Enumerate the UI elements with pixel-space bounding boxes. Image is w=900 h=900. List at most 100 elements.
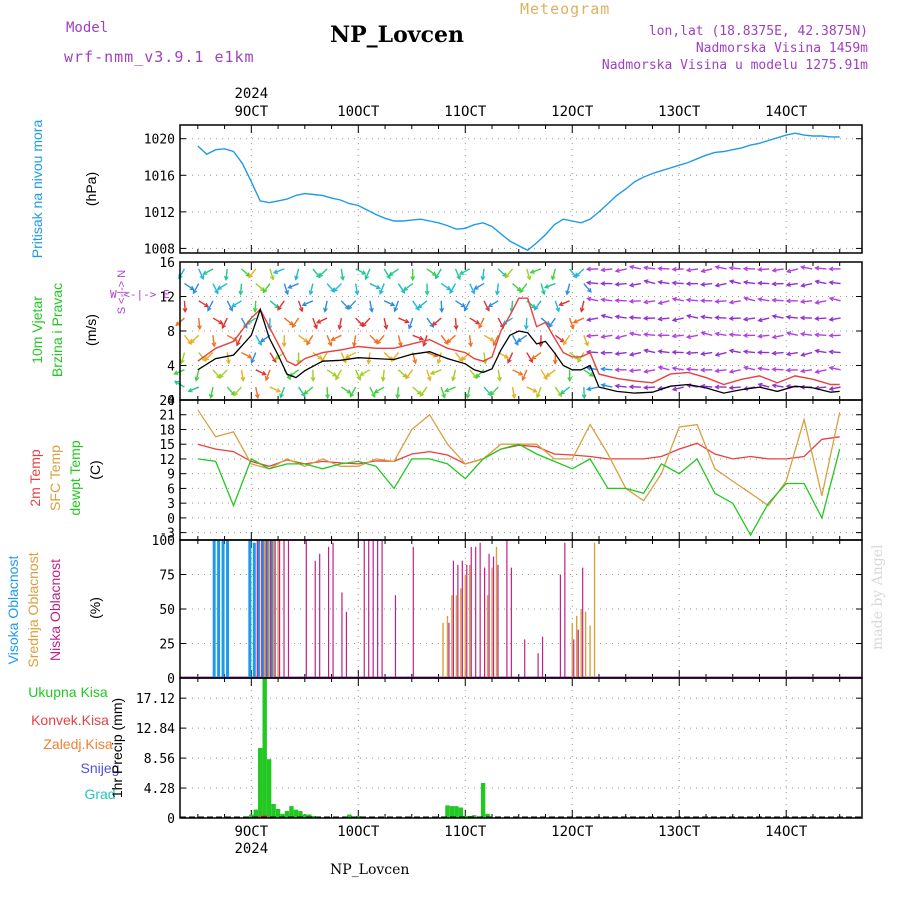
wind-arrow	[369, 282, 381, 289]
wind-arrow-head	[643, 265, 649, 271]
wind-arrow-head	[248, 273, 253, 279]
wind-arrow-head	[503, 354, 510, 359]
y-tick-label: 1016	[144, 169, 175, 184]
wind-arrow-head	[614, 281, 620, 287]
wind-arrow-head	[208, 393, 214, 400]
wind-arrow	[566, 283, 571, 295]
wind-arrow-head	[567, 376, 573, 383]
wind-arrow	[815, 280, 827, 285]
total-precip-bar	[262, 677, 267, 818]
wind-arrow-head	[771, 281, 777, 287]
wind-arrow-head	[361, 322, 367, 328]
wind-arrow	[629, 316, 641, 319]
wind-arrow	[454, 268, 461, 280]
wind-arrow-head	[757, 366, 763, 372]
wind-arrow-head	[383, 324, 389, 331]
wind-arrow-head	[225, 359, 231, 365]
wind-arrow-head	[404, 318, 410, 324]
wind-arrow	[340, 300, 350, 310]
wind-arrow-head	[714, 384, 720, 390]
wind-arrow-head	[671, 366, 677, 372]
wind-arrow	[629, 282, 642, 287]
wind-arrow-head	[347, 304, 353, 310]
wind-arrow	[629, 332, 642, 337]
total-precip-bar	[289, 806, 294, 818]
wind-arrow-head	[555, 307, 561, 313]
total-precip-bar	[249, 814, 254, 818]
wind-arrow	[318, 268, 328, 278]
lonlat-text: lon,lat (18.8375E, 42.3875N)	[648, 24, 868, 39]
wind-arrow	[534, 300, 542, 311]
wind-arrow	[248, 268, 257, 278]
wind-arrow	[417, 300, 428, 309]
wind-arrow	[376, 334, 385, 345]
wind-arrow-head	[306, 340, 311, 346]
wind-arrow-head	[671, 280, 677, 286]
wind-arrow-head	[799, 315, 805, 321]
pressure-line	[197, 132, 840, 252]
wind-arrow-head	[699, 298, 706, 304]
wind-arrow	[744, 297, 756, 302]
wind-arrow-head	[714, 264, 720, 270]
x-tick-label-top: 13OCT	[658, 104, 701, 120]
wind-arrow	[701, 282, 713, 286]
wind-arrow	[758, 334, 770, 338]
wind-arrow	[829, 366, 841, 371]
wind-arrow	[396, 387, 400, 399]
wind-arrow	[715, 369, 727, 372]
wind-arrow-head	[361, 270, 367, 275]
wind-arrow	[615, 385, 627, 388]
total-precip-bar	[253, 809, 258, 818]
wind-arrow	[225, 268, 228, 280]
wind-arrow-head	[757, 267, 763, 272]
panel-border-1	[179, 124, 863, 254]
wind-arrow-head	[393, 307, 399, 313]
wind-arrow-head	[785, 282, 791, 288]
wind-arrow	[383, 317, 388, 329]
wind-arrow-head	[585, 266, 591, 272]
wind-arrow-head	[828, 349, 834, 355]
wind-arrow	[269, 300, 279, 309]
wind-arrow	[312, 268, 321, 278]
wind-arrow	[601, 384, 613, 388]
wind-arrow-head	[814, 299, 820, 305]
wind-arrow	[715, 282, 727, 287]
wind-unit: (m/s)	[83, 314, 99, 346]
wind-arrow	[333, 283, 342, 292]
wind-arrow-head	[657, 316, 663, 322]
wind-arrow-head	[511, 393, 517, 400]
wind-arrow	[469, 317, 480, 325]
wind-arrow-head	[402, 286, 408, 292]
wind-arrow	[326, 283, 335, 293]
wind-arrow-head	[197, 325, 202, 331]
wind-arrow-head	[492, 341, 498, 347]
wind-arrow-head	[714, 368, 720, 374]
wind-arrow	[255, 386, 259, 398]
x-tick-label-top: 10OCT	[337, 104, 380, 120]
wind-arrow	[554, 334, 565, 343]
wind-arrow	[432, 317, 442, 326]
wind-arrow-head	[771, 367, 777, 372]
wind-arrow-head	[657, 266, 663, 272]
wind-arrow-head	[526, 275, 532, 281]
wind-arrow	[544, 282, 556, 289]
wind-arrow-head	[473, 285, 479, 290]
wind-arrow-head	[600, 383, 606, 388]
wind-arrow-head	[223, 275, 229, 282]
wind-arrow	[815, 369, 827, 373]
wind-arrow-head	[335, 375, 340, 381]
y-tick-label: 21	[159, 409, 175, 424]
wind-arrow-head	[799, 331, 806, 337]
wind-arrow	[397, 283, 405, 294]
wind-arrow-head	[410, 276, 416, 282]
wind-arrow	[512, 369, 523, 376]
x-tick-label-top: 9OCT	[234, 104, 268, 120]
wind-arrow-head	[453, 325, 459, 331]
wind-arrow-head	[418, 335, 425, 341]
wind-arrow	[419, 386, 428, 397]
wind-arrow	[540, 369, 548, 380]
y-tick-label: 50	[159, 603, 175, 618]
wind-arrow	[801, 282, 813, 287]
y-tick-label: 15	[159, 438, 175, 453]
wind-arrow	[686, 368, 699, 371]
